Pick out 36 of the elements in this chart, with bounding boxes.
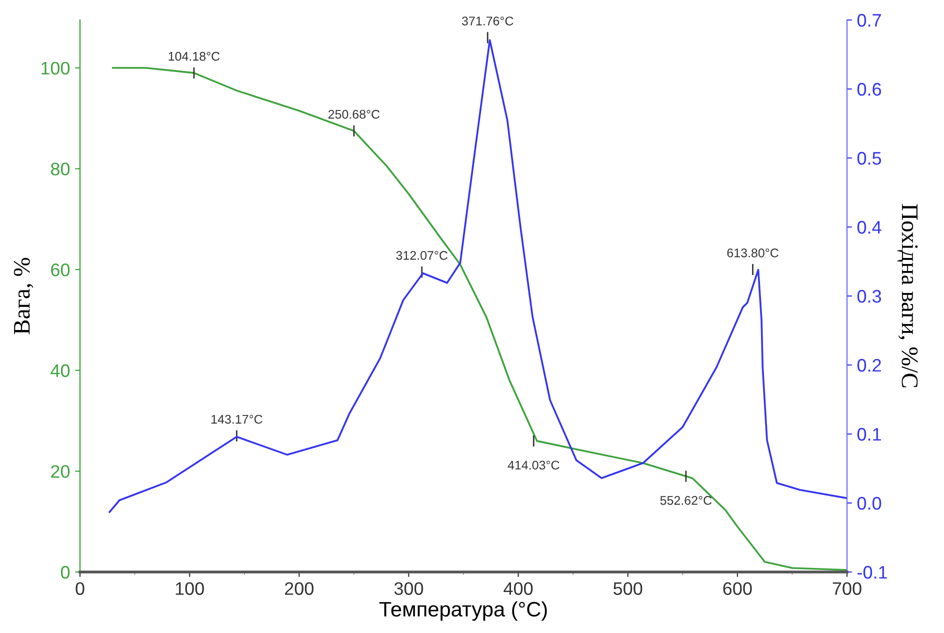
y2-tick-label: 0.4 [857, 220, 882, 234]
x-tick-label: 0 [76, 582, 84, 595]
annotation: 552.62°C [660, 496, 712, 505]
annotation: 414.03°C [508, 460, 560, 470]
x-axis-title: Температура (°C) [379, 601, 547, 621]
x-tick-label: 600 [723, 582, 752, 595]
annotation: 250.68°C [328, 110, 380, 119]
y2-tick-label: 0.2 [857, 358, 881, 372]
x-tick-label: 300 [394, 582, 424, 595]
y2-tick-label: 0.7 [857, 14, 881, 27]
x-tick-label: 200 [284, 582, 314, 595]
y2-tick-label: -0.1 [858, 566, 887, 579]
y2-tick-label: 0.6 [857, 82, 882, 96]
x-tick-label: 100 [176, 582, 204, 595]
y2-axis-title: Похідна ваги, %/С [897, 204, 918, 388]
annotation: 104.18°C [168, 52, 220, 61]
x-tick-label: 500 [614, 582, 642, 595]
x-tick-label: 400 [504, 582, 533, 595]
annotation: 143.17°C [212, 414, 262, 424]
annotation: 312.07°C [396, 251, 448, 260]
y-tick-label: 60 [51, 263, 70, 276]
y-tick-label: 20 [51, 465, 70, 478]
y-tick-label: 40 [50, 364, 70, 378]
y-tick-label: 100 [42, 62, 70, 75]
line-series [108, 39, 847, 513]
y-axis-title: Вага, % [14, 258, 34, 334]
y-tick-label: 80 [50, 162, 70, 176]
y2-tick-label: 0.1 [857, 428, 881, 441]
annotation: 613.80°C [727, 248, 778, 258]
y2-tick-label: 0.5 [857, 152, 882, 165]
y2-tick-label: 0.0 [857, 496, 882, 510]
y2-tick-label: 0.3 [857, 290, 882, 303]
x-tick-label: 700 [832, 582, 862, 595]
line-series [112, 66, 847, 571]
y-tick-label: 0 [60, 566, 70, 579]
annotation: 371.76°C [462, 16, 514, 26]
